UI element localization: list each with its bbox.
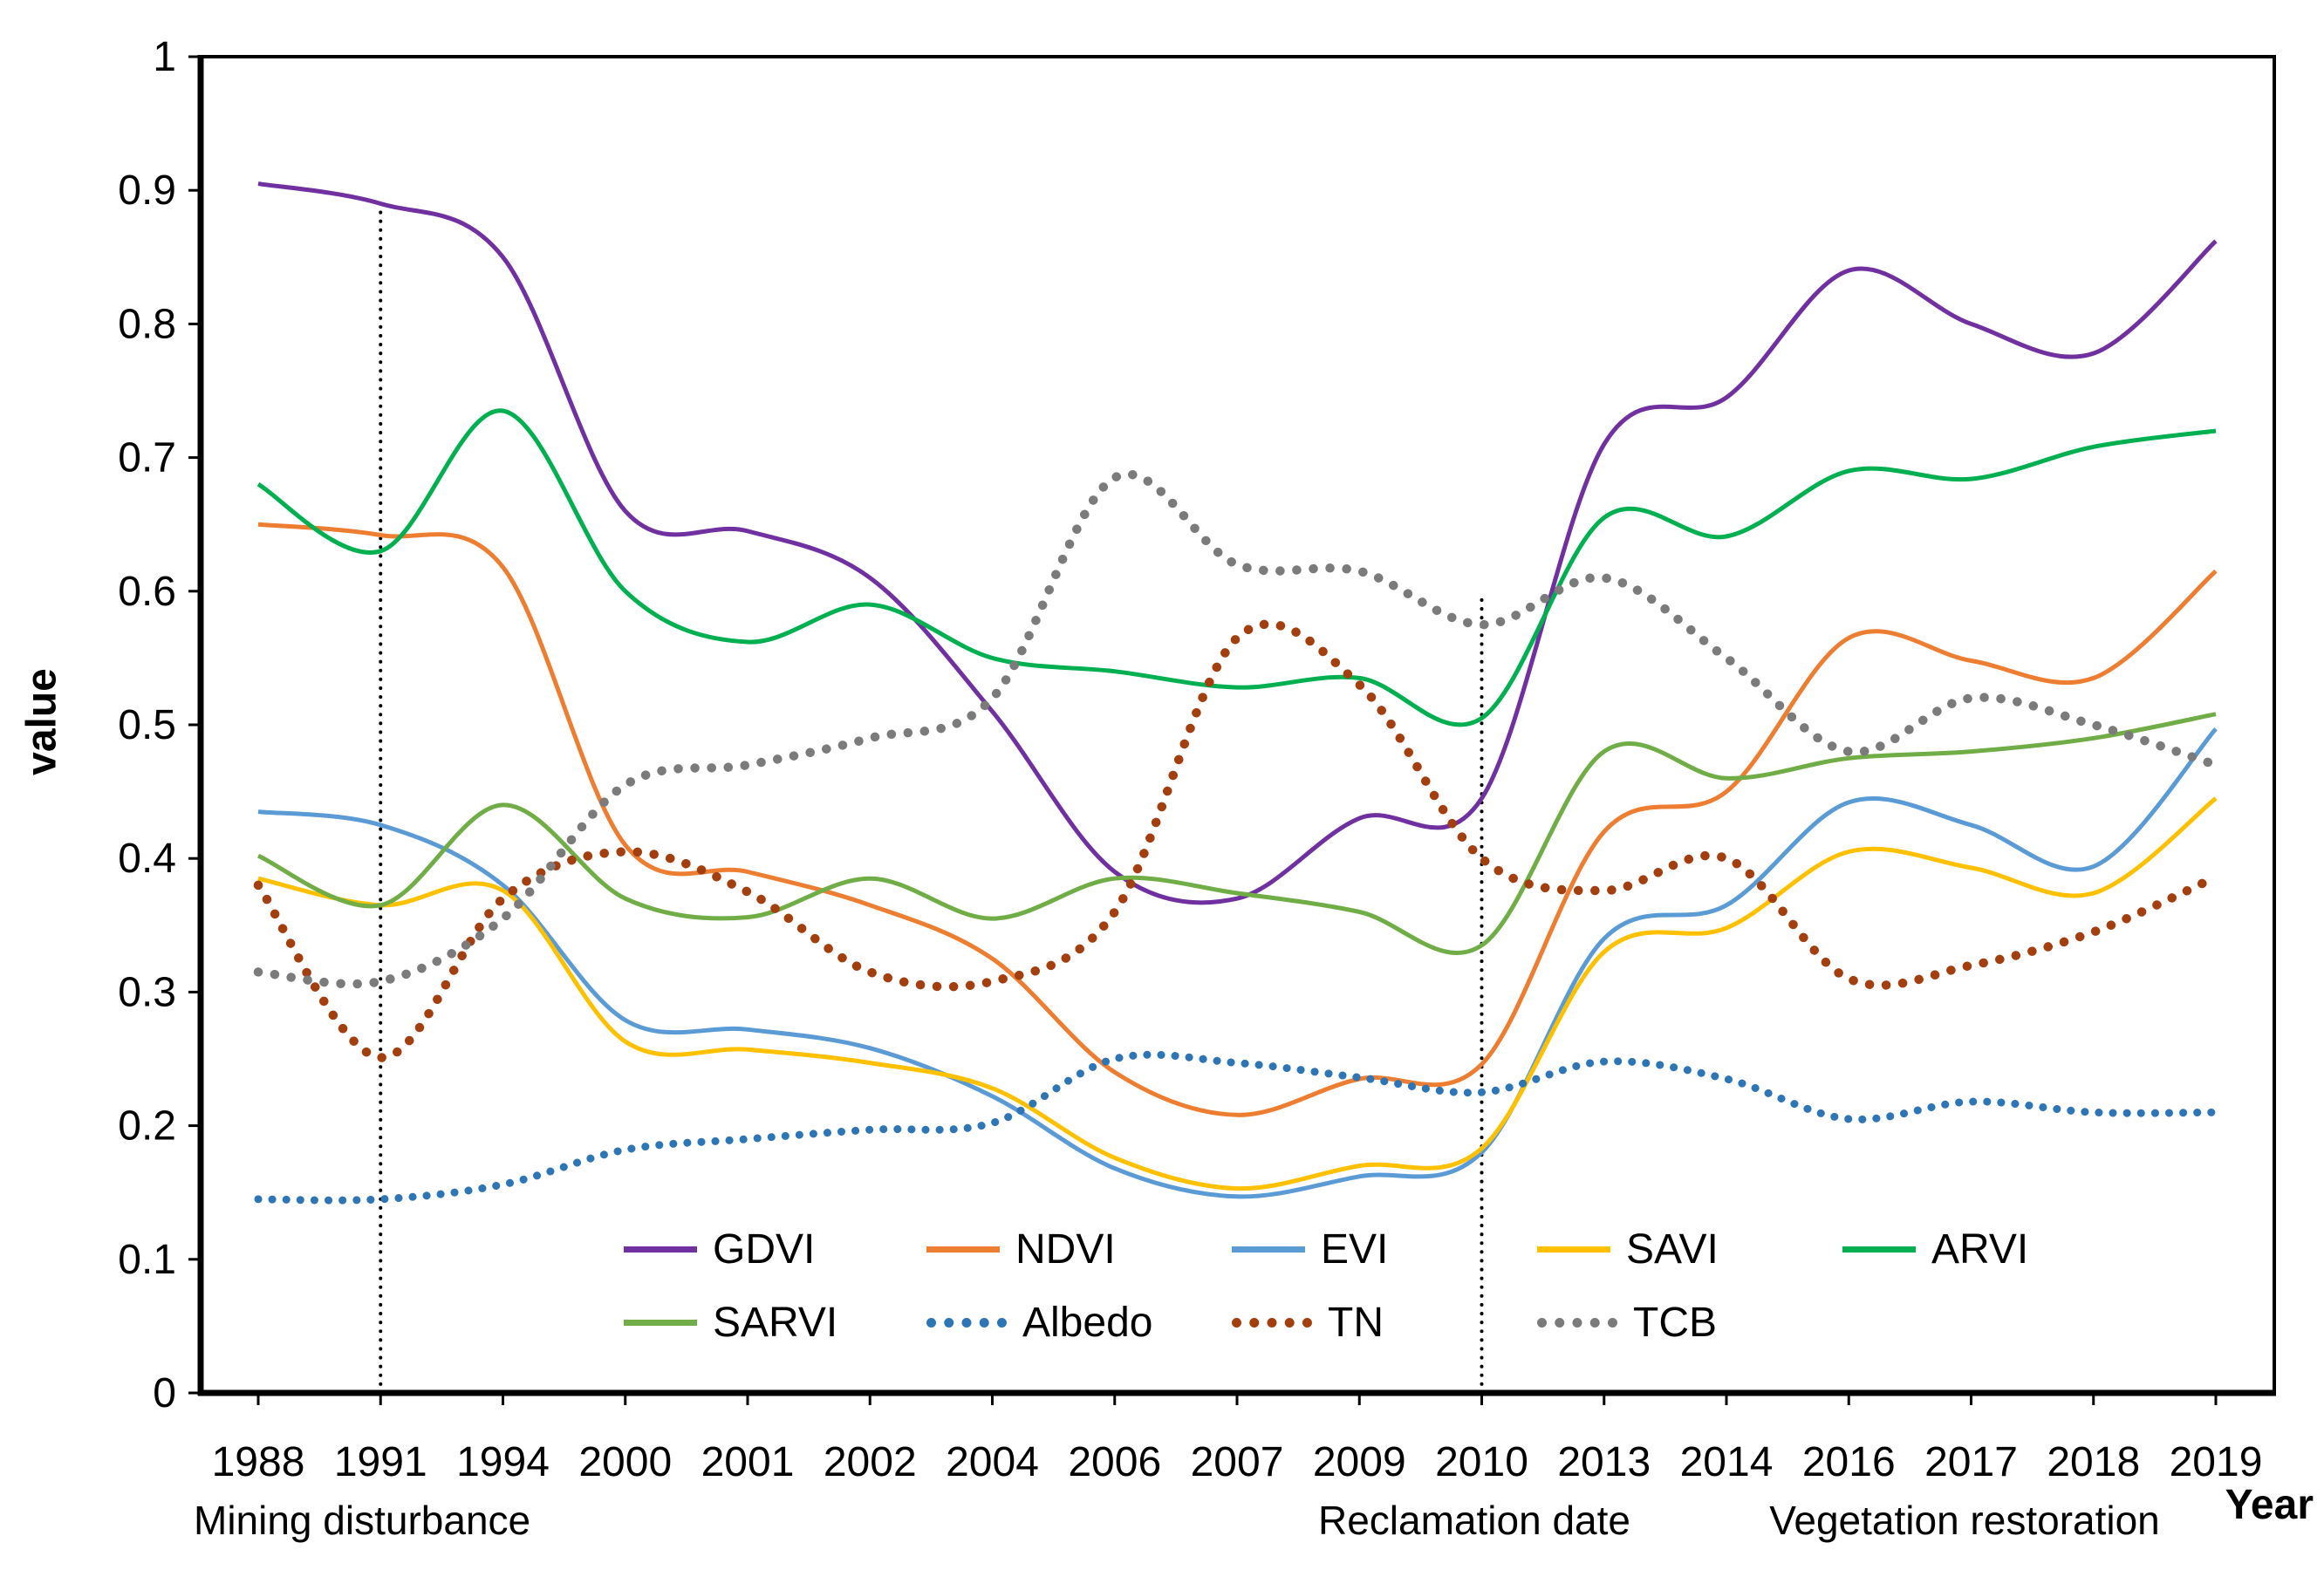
legend-label-TN: TN	[1328, 1299, 1384, 1346]
x-tick-label: 2018	[2047, 1439, 2140, 1485]
x-tick-label: 2014	[1680, 1439, 1774, 1485]
legend-item-TN: TN	[1232, 1296, 1384, 1348]
y-tick-label: 0.9	[118, 167, 176, 214]
series-line-TCB	[253, 469, 2221, 989]
legend-swatch-SARVI	[624, 1319, 697, 1326]
y-tick-label: 0.1	[118, 1237, 176, 1283]
x-tick-label: 1988	[212, 1439, 305, 1485]
x-tick-label: 1994	[456, 1439, 550, 1485]
y-axis-title: value	[18, 668, 65, 775]
y-tick-label: 0.2	[118, 1103, 176, 1150]
series-line-SARVI	[256, 712, 2217, 955]
annotation-reclamation-date: Reclamation date	[1318, 1498, 1630, 1543]
y-tick-label: 0.7	[118, 435, 176, 481]
series-line-EVI	[257, 727, 2218, 1199]
series-line-TN	[253, 619, 2221, 1062]
y-tick-label: 0.6	[118, 569, 176, 615]
legend-swatch-EVI	[1232, 1246, 1305, 1253]
x-tick-label: 2004	[946, 1439, 1039, 1485]
legend-item-Albedo: Albedo	[926, 1296, 1152, 1348]
y-tick-label: 0.8	[118, 301, 176, 347]
legend-label-TCB: TCB	[1633, 1299, 1717, 1346]
legend-label-NDVI: NDVI	[1015, 1225, 1116, 1273]
legend-item-SAVI: SAVI	[1537, 1223, 1719, 1275]
series-line-GDVI	[257, 181, 2218, 905]
legend-item-SARVI: SARVI	[624, 1296, 837, 1348]
x-tick-label: 2000	[578, 1439, 672, 1485]
x-tick-label: 2016	[1802, 1439, 1896, 1485]
legend-label-EVI: EVI	[1321, 1225, 1389, 1273]
legend-swatch-TN	[1232, 1317, 1312, 1328]
series-line-ARVI	[256, 408, 2217, 727]
x-tick-label: 2017	[1924, 1439, 2018, 1485]
x-axis-title: Year	[2225, 1482, 2314, 1528]
legend-label-SARVI: SARVI	[713, 1299, 838, 1346]
legend-label-GDVI: GDVI	[713, 1225, 816, 1273]
y-tick-label: 0	[153, 1370, 176, 1416]
y-tick-label: 0.3	[118, 969, 176, 1015]
y-tick-label: 0.4	[118, 836, 176, 882]
legend-label-ARVI: ARVI	[1931, 1225, 2029, 1273]
x-tick-label: 2001	[701, 1439, 795, 1485]
y-tick-label: 0.5	[118, 702, 176, 748]
x-tick-label: 2009	[1313, 1439, 1406, 1485]
x-tick-label: 2013	[1557, 1439, 1651, 1485]
series-line-SAVI	[257, 796, 2218, 1191]
annotation-vegetation-restoration: Vegetation restoration	[1769, 1498, 2160, 1543]
series-line-Albedo	[254, 1050, 2220, 1205]
legend-swatch-Albedo	[926, 1317, 1007, 1328]
legend-swatch-NDVI	[926, 1246, 1000, 1253]
x-tick-label: 2006	[1068, 1439, 1161, 1485]
legend-label-Albedo: Albedo	[1022, 1299, 1153, 1346]
legend-swatch-GDVI	[624, 1246, 697, 1253]
legend-item-NDVI: NDVI	[926, 1223, 1116, 1275]
legend-swatch-TCB	[1537, 1317, 1617, 1328]
legend-item-EVI: EVI	[1232, 1223, 1388, 1275]
legend-swatch-SAVI	[1537, 1246, 1610, 1253]
y-tick-label: 1	[153, 34, 176, 80]
legend-swatch-ARVI	[1842, 1246, 1916, 1253]
legend-label-SAVI: SAVI	[1626, 1225, 1719, 1273]
legend-item-ARVI: ARVI	[1842, 1223, 2028, 1275]
series-line-NDVI	[257, 522, 2218, 1117]
x-tick-label: 2007	[1191, 1439, 1284, 1485]
x-tick-label: 2010	[1435, 1439, 1528, 1485]
x-tick-label: 2002	[824, 1439, 917, 1485]
plot-border	[199, 55, 2276, 1395]
legend-item-TCB: TCB	[1537, 1296, 1717, 1348]
x-tick-label: 1991	[334, 1439, 427, 1485]
annotation-mining-disturbance: Mining disturbance	[194, 1498, 531, 1543]
x-tick-label: 2019	[2170, 1439, 2263, 1485]
legend-item-GDVI: GDVI	[624, 1223, 815, 1275]
